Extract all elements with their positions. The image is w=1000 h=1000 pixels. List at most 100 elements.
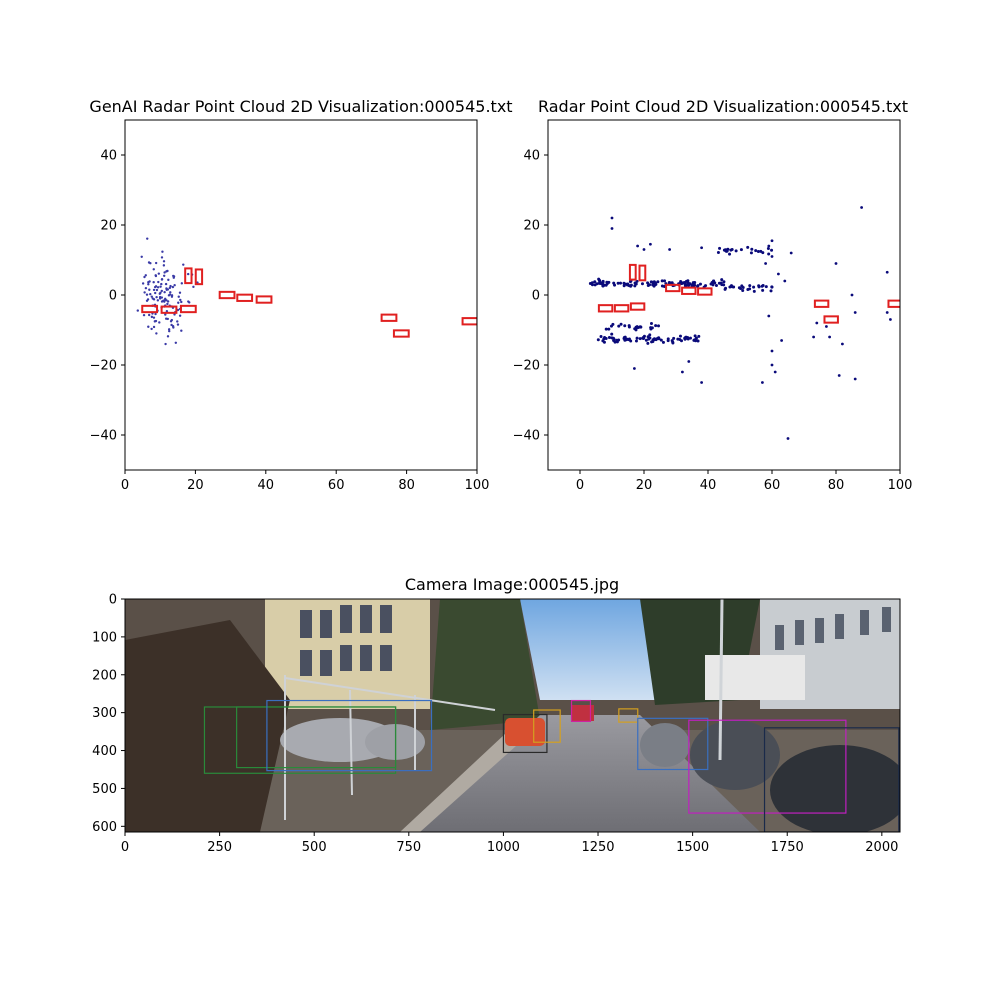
x-axis: 0 20 40 60 80 100 <box>121 470 489 493</box>
object-box <box>141 304 159 314</box>
vehicle-box <box>533 709 561 743</box>
radar-point <box>610 216 614 220</box>
radar-point <box>136 309 139 312</box>
radar-point <box>761 288 765 292</box>
radar-point <box>746 245 750 249</box>
radar-point <box>170 318 174 322</box>
radar-point <box>635 336 639 340</box>
object-box <box>697 287 713 296</box>
radar-point <box>660 279 664 283</box>
radar-point <box>613 283 617 287</box>
radar-point <box>659 338 663 342</box>
radar-point <box>626 338 630 342</box>
radar-point <box>719 281 723 285</box>
radar-point <box>685 282 689 286</box>
object-box <box>613 304 630 313</box>
radar-point <box>176 320 179 323</box>
vehicle-box <box>266 699 433 772</box>
radar-point <box>166 302 169 306</box>
image-frame <box>124 598 901 833</box>
radar-point <box>147 261 151 264</box>
radar-point <box>152 280 155 284</box>
radar-point <box>698 282 702 286</box>
radar-point <box>162 274 166 277</box>
radar-point <box>170 323 173 327</box>
radar-point <box>688 336 692 340</box>
radar-point <box>147 325 150 328</box>
x-tick-label: 100 <box>888 478 913 493</box>
radar-point <box>147 283 150 286</box>
radar-point <box>759 249 763 253</box>
radar-point <box>161 250 164 253</box>
radar-point <box>629 339 633 343</box>
y-tick-label: 0 <box>109 289 117 304</box>
radar-point <box>885 270 889 274</box>
radar-point <box>646 281 650 285</box>
radar-point <box>617 324 621 328</box>
radar-point <box>154 261 158 265</box>
x-axis: 0 20 40 60 80 100 <box>576 470 913 493</box>
vehicle-box <box>570 699 592 722</box>
radar-point <box>169 284 172 288</box>
radar-point <box>687 360 691 363</box>
x-tick-label: 80 <box>398 478 415 493</box>
radar-point <box>150 295 153 298</box>
radar-point <box>739 287 743 291</box>
radar-point <box>176 323 180 326</box>
radar-point <box>764 285 768 289</box>
radar-point <box>147 280 150 284</box>
genai-radar-chart: GenAI Radar Point Cloud 2D Visualization… <box>89 97 512 493</box>
radar-point <box>789 251 793 255</box>
radar-point <box>157 280 160 284</box>
object-box <box>236 293 254 302</box>
radar-point <box>619 281 623 285</box>
radar-point <box>611 336 615 340</box>
radar-point <box>166 335 170 338</box>
radar-point <box>629 284 633 288</box>
radar-point <box>714 284 718 288</box>
radar-point <box>634 328 638 332</box>
y-axis: 40 20 0 −20 −40 <box>90 149 125 444</box>
radar-point <box>761 381 764 384</box>
radar-point <box>160 256 164 259</box>
radar-point <box>635 325 639 329</box>
radar-point <box>697 334 701 338</box>
radar-point <box>786 437 790 440</box>
y-tick-label: 100 <box>92 630 117 645</box>
y-tick-label: −40 <box>513 429 540 444</box>
y-tick-label: 20 <box>523 219 540 234</box>
radar-point <box>601 281 605 285</box>
camera-image-chart: Camera Image:000545.jpg <box>92 575 901 855</box>
detection-boxes <box>597 263 900 324</box>
x-tick-label: 1500 <box>676 840 709 855</box>
radar-point <box>601 339 605 343</box>
radar-point <box>649 322 653 326</box>
radar-point <box>812 335 815 339</box>
radar-point <box>165 270 168 273</box>
radar-point <box>777 272 780 276</box>
radar-point <box>649 327 653 331</box>
camera-photo <box>125 599 900 832</box>
y-tick-label: −40 <box>90 429 117 444</box>
radar-point <box>603 336 607 340</box>
radar-point <box>722 280 726 284</box>
radar-point <box>607 336 611 340</box>
radar-point <box>162 264 166 267</box>
radar-point <box>767 252 771 256</box>
radar-point <box>711 283 715 287</box>
red-car <box>505 718 545 746</box>
radar-point <box>657 337 661 341</box>
object-box <box>887 299 900 308</box>
radar-point <box>609 324 613 328</box>
radar-point <box>693 334 697 338</box>
y-tick-label: 500 <box>92 782 117 797</box>
radar-point <box>740 284 744 288</box>
radar-point <box>612 339 616 343</box>
x-tick-label: 250 <box>207 840 232 855</box>
radar-point <box>150 327 153 331</box>
radar-point <box>718 246 722 250</box>
radar-point <box>669 281 673 285</box>
radar-point <box>182 263 185 266</box>
radar-point <box>769 289 773 293</box>
radar-point <box>648 333 652 337</box>
